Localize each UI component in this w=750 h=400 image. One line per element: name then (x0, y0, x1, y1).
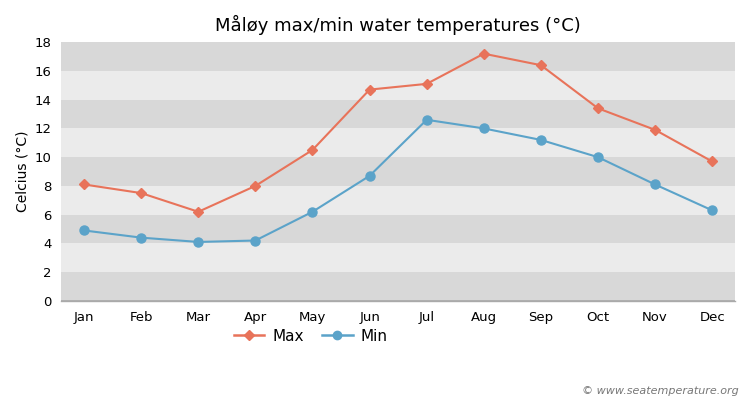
Line: Max: Max (80, 50, 716, 216)
Min (251, 238, 260, 243)
Min (308, 209, 317, 214)
Legend: Max, Min: Max, Min (228, 323, 393, 350)
Text: © www.seatemperature.org: © www.seatemperature.org (582, 386, 739, 396)
Min (365, 174, 374, 178)
Max (650, 128, 659, 132)
Max (136, 191, 146, 196)
Max (708, 159, 717, 164)
Min (708, 208, 717, 213)
Max (365, 87, 374, 92)
Bar (62, 215, 735, 243)
Bar (62, 128, 735, 157)
Max (536, 63, 545, 68)
Bar (62, 272, 735, 301)
Min (422, 117, 431, 122)
Max (422, 82, 431, 86)
Min (136, 235, 146, 240)
Min (479, 126, 488, 131)
Max (308, 148, 317, 152)
Max (479, 51, 488, 56)
Max (593, 106, 602, 111)
Min (194, 240, 202, 244)
Bar (62, 243, 735, 272)
Bar (62, 71, 735, 100)
Min (536, 138, 545, 142)
Min (593, 155, 602, 160)
Max (80, 182, 88, 187)
Title: Måløy max/min water temperatures (°C): Måløy max/min water temperatures (°C) (215, 15, 581, 35)
Min (650, 182, 659, 187)
Bar (62, 42, 735, 71)
Line: Min: Min (80, 115, 717, 246)
Min (80, 228, 88, 233)
Bar (62, 186, 735, 215)
Bar (62, 100, 735, 128)
Bar (62, 157, 735, 186)
Max (251, 184, 260, 188)
Y-axis label: Celcius (°C): Celcius (°C) (15, 131, 29, 212)
Max (194, 209, 202, 214)
